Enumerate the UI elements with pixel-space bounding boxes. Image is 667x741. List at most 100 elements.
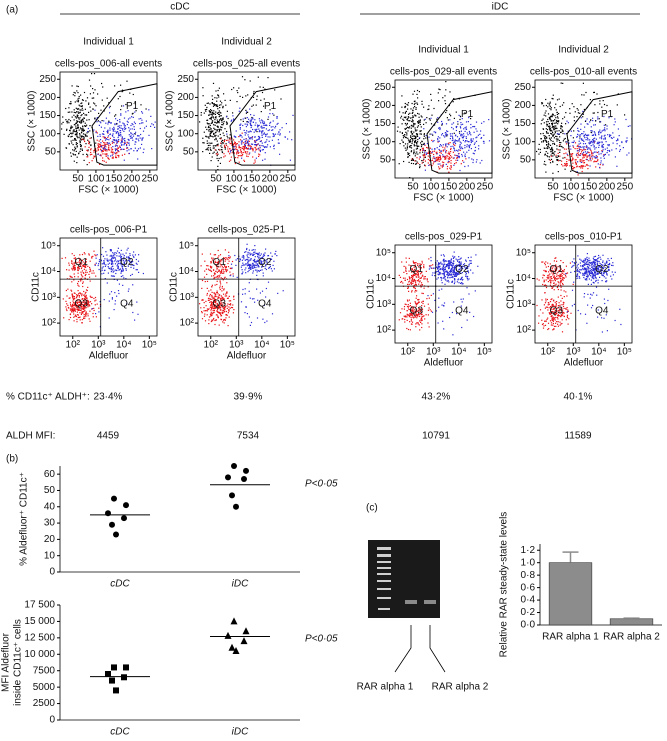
event-dot: [114, 152, 116, 154]
event-dot: [207, 308, 209, 311]
event-dot: [442, 263, 444, 265]
event-dot: [83, 317, 85, 319]
event-dot: [429, 309, 431, 311]
event-dot: [118, 132, 120, 134]
event-dot: [549, 105, 551, 107]
event-dot: [73, 320, 75, 322]
event-dot: [557, 159, 559, 161]
event-dot: [428, 136, 430, 138]
event-dot: [441, 288, 443, 290]
event-dot: [450, 148, 452, 151]
event-dot: [74, 123, 77, 125]
event-dot: [72, 300, 74, 302]
event-dot: [583, 156, 585, 159]
event-dot: [418, 91, 420, 93]
event-dot: [229, 151, 231, 153]
event-dot: [215, 105, 217, 107]
event-dot: [272, 113, 274, 115]
event-dot: [277, 133, 279, 135]
event-dot: [110, 267, 112, 270]
event-dot: [470, 262, 472, 264]
event-dot: [417, 299, 419, 301]
event-dot: [261, 290, 264, 292]
event-dot: [211, 122, 213, 124]
event-dot: [92, 270, 94, 272]
event-dot: [209, 131, 211, 133]
event-dot: [259, 269, 262, 271]
event-dot: [565, 112, 567, 114]
event-dot: [546, 137, 548, 139]
event-dot: [258, 147, 260, 149]
event-dot: [560, 145, 562, 147]
event-dot: [103, 137, 105, 139]
event-dot: [243, 264, 245, 266]
event-dot: [251, 266, 253, 268]
event-dot: [213, 300, 215, 302]
event-dot: [69, 302, 71, 304]
event-dot: [220, 138, 222, 140]
quadrant-label: Q2: [258, 257, 272, 268]
event-dot: [410, 132, 413, 134]
event-dot: [81, 311, 83, 313]
event-dot: [453, 149, 456, 151]
event-dot: [111, 265, 113, 268]
event-dot: [420, 321, 422, 323]
y-tick-label: 50: [183, 146, 195, 157]
event-dot: [113, 139, 116, 141]
event-dot: [65, 306, 67, 308]
event-dot: [215, 111, 217, 113]
event-dot: [135, 258, 137, 261]
event-dot: [451, 135, 453, 137]
event-dot: [217, 89, 219, 92]
event-dot: [247, 263, 249, 265]
event-dot: [81, 148, 83, 150]
event-dot: [465, 136, 467, 138]
event-dot: [62, 121, 64, 123]
event-dot: [73, 150, 75, 152]
event-dot: [257, 259, 259, 261]
event-dot: [84, 265, 86, 267]
event-dot: [454, 141, 456, 143]
event-dot: [432, 150, 434, 152]
event-dot: [125, 111, 127, 113]
event-dot: [424, 165, 426, 167]
event-dot: [481, 122, 483, 124]
event-dot: [85, 312, 87, 314]
event-dot: [70, 155, 72, 157]
event-dot: [223, 319, 225, 321]
event-dot: [549, 116, 551, 118]
event-dot: [245, 306, 247, 308]
event-dot: [219, 107, 221, 109]
event-dot: [446, 110, 448, 112]
event-dot: [255, 264, 257, 267]
event-dot: [456, 259, 458, 261]
event-dot: [550, 115, 552, 117]
event-dot: [468, 141, 470, 143]
event-dot: [572, 153, 574, 155]
event-dot: [557, 120, 559, 122]
event-dot: [137, 148, 140, 150]
event-dot: [424, 150, 426, 152]
event-dot: [95, 313, 97, 315]
event-dot: [135, 110, 137, 112]
event-dot: [74, 297, 76, 299]
event-dot: [451, 281, 453, 283]
y-tick-label: 200: [177, 92, 194, 103]
event-dot: [627, 125, 629, 127]
event-dot: [210, 132, 212, 134]
x-axis-label: FSC (× 1000): [413, 193, 473, 204]
event-dot: [443, 272, 445, 274]
event-dot: [585, 120, 587, 122]
event-dot: [451, 133, 453, 135]
event-dot: [222, 122, 225, 124]
event-dot: [214, 295, 216, 297]
event-dot: [77, 124, 79, 126]
event-dot: [200, 114, 202, 116]
event-dot: [552, 98, 554, 100]
event-dot: [460, 142, 462, 144]
event-dot: [448, 161, 451, 163]
event-dot: [77, 290, 79, 292]
event-dot: [449, 152, 451, 154]
event-dot: [108, 144, 110, 147]
event-dot: [87, 265, 89, 267]
